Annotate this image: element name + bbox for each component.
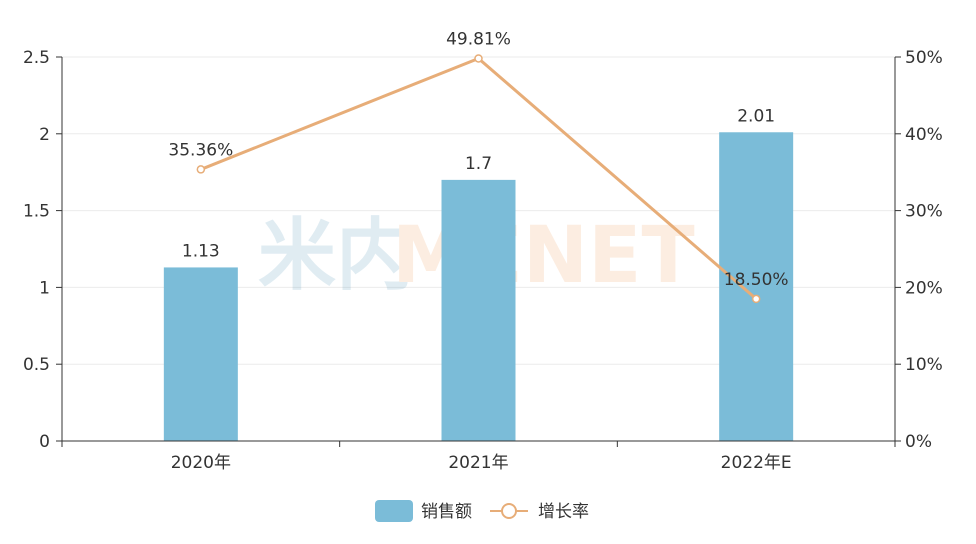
x-tick-label: 2021年	[448, 453, 508, 473]
left-tick-label: 1	[39, 278, 50, 298]
legend[interactable]: 销售额 增长率	[375, 500, 589, 522]
line-value-label: 49.81%	[446, 29, 511, 49]
line-value-label: 18.50%	[724, 270, 789, 290]
axes: 0 0.5 1 1.5 2 2.5 0% 10% 20% 30% 40% 50% 2020年 2021年 2…	[23, 48, 943, 473]
left-tick-label: 1.5	[23, 202, 50, 222]
bar-value-label: 1.13	[182, 241, 220, 261]
legend-label-sales[interactable]: 销售额	[421, 502, 472, 522]
line-series	[196, 54, 761, 304]
legend-line-marker[interactable]	[501, 503, 517, 519]
watermark-text-right: MENET	[392, 211, 695, 301]
bar-value-label: 1.7	[465, 154, 492, 174]
bar-2020年	[163, 267, 238, 441]
x-tick-label: 2022年E	[721, 453, 792, 473]
right-tick-label: 50%	[905, 48, 943, 68]
legend-label-growth[interactable]: 增长率	[538, 502, 589, 522]
growth-point-2022年E	[751, 294, 761, 304]
line-value-label: 35.36%	[168, 140, 233, 160]
bar-2022年E	[719, 132, 794, 441]
bar-series	[163, 132, 794, 441]
x-tick-label: 2020年	[171, 453, 231, 473]
bar-2021年	[441, 179, 516, 441]
growth-point-2021年	[474, 54, 483, 63]
right-tick-label: 0%	[905, 432, 932, 452]
growth-point-2020年	[196, 165, 206, 174]
right-tick-label: 20%	[905, 278, 943, 298]
legend-bar-swatch[interactable]	[375, 500, 413, 522]
bar-value-label: 2.01	[737, 106, 775, 126]
right-tick-label: 10%	[905, 355, 943, 375]
left-tick-label: 0	[39, 432, 50, 452]
left-tick-label: 0.5	[23, 355, 50, 375]
right-tick-label: 40%	[905, 125, 943, 145]
data-labels: 1.13 1.7 2.01 35.36% 49.81% 18.50%	[168, 29, 788, 289]
right-tick-label: 30%	[905, 202, 943, 222]
left-tick-label: 2.5	[23, 48, 50, 68]
left-tick-label: 2	[39, 125, 50, 145]
watermark-text-left: 米内	[258, 211, 414, 301]
